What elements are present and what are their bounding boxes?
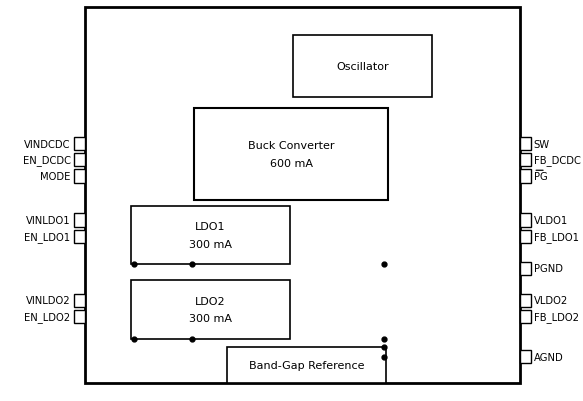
Bar <box>519 154 531 167</box>
Text: FB_LDO2: FB_LDO2 <box>534 311 579 322</box>
Text: EN_LDO1: EN_LDO1 <box>24 231 71 242</box>
Bar <box>194 108 388 200</box>
Text: PG: PG <box>534 172 547 181</box>
Text: PGND: PGND <box>534 264 563 273</box>
Text: Oscillator: Oscillator <box>336 62 389 72</box>
Text: Buck Converter: Buck Converter <box>248 141 335 150</box>
Text: LDO1: LDO1 <box>195 222 226 232</box>
Bar <box>131 281 290 339</box>
Bar <box>74 138 85 151</box>
Bar <box>74 294 85 307</box>
Text: 600 mA: 600 mA <box>270 158 312 168</box>
Text: Band-Gap Reference: Band-Gap Reference <box>248 360 364 370</box>
Text: VLDO2: VLDO2 <box>534 296 568 306</box>
Bar <box>74 214 85 227</box>
Text: EN_LDO2: EN_LDO2 <box>24 311 71 322</box>
Bar <box>74 310 85 323</box>
Text: LDO2: LDO2 <box>195 296 226 306</box>
Text: FB_LDO1: FB_LDO1 <box>534 231 579 242</box>
Text: VINLDO1: VINLDO1 <box>26 216 71 225</box>
Bar <box>519 294 531 307</box>
Text: VINDCDC: VINDCDC <box>24 140 71 149</box>
Bar <box>85 8 519 383</box>
Text: SW: SW <box>534 140 550 149</box>
Bar <box>293 36 432 98</box>
Bar <box>519 262 531 275</box>
Bar <box>519 350 531 363</box>
Bar <box>519 310 531 323</box>
Text: VLDO1: VLDO1 <box>534 216 568 225</box>
Bar <box>519 138 531 151</box>
Text: VINLDO2: VINLDO2 <box>26 296 71 306</box>
Text: AGND: AGND <box>534 352 564 362</box>
Bar <box>519 230 531 243</box>
Bar <box>227 347 385 383</box>
Text: EN_DCDC: EN_DCDC <box>23 155 71 166</box>
Bar <box>74 170 85 183</box>
Bar <box>519 170 531 183</box>
Bar <box>74 230 85 243</box>
Text: FB_DCDC: FB_DCDC <box>534 155 581 166</box>
Bar <box>519 214 531 227</box>
Bar <box>74 154 85 167</box>
Text: 300 mA: 300 mA <box>189 239 232 249</box>
Text: MODE: MODE <box>40 172 71 181</box>
Text: 300 mA: 300 mA <box>189 314 232 324</box>
Bar <box>131 207 290 265</box>
